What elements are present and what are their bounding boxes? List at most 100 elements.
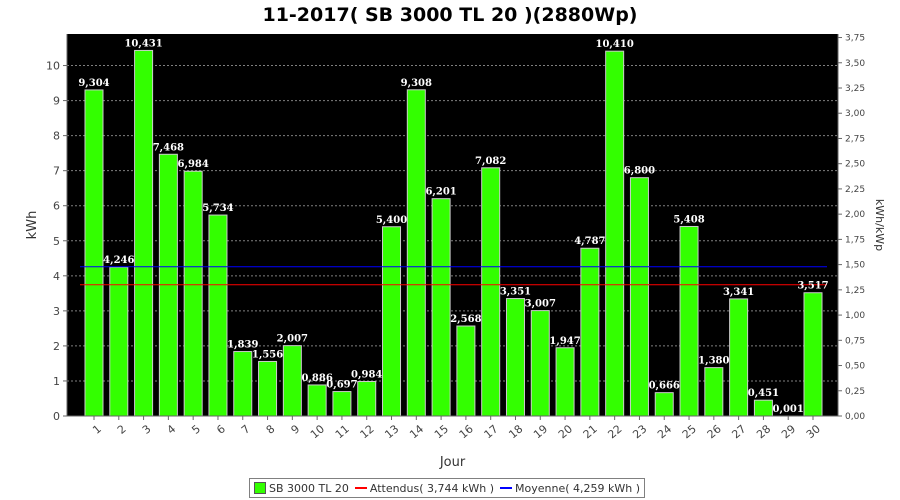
bar-day-26 <box>704 367 724 417</box>
data-label: 0,984 <box>351 370 382 381</box>
bar-day-20 <box>555 347 575 417</box>
y2-tick-label: 0,75 <box>845 336 865 346</box>
x-tick-label: 11 <box>333 422 352 441</box>
y-tick-label: 0 <box>53 410 60 423</box>
y2-tick-label: 2,50 <box>845 160 865 170</box>
bar-day-10 <box>307 384 327 417</box>
data-label: 3,007 <box>525 299 556 310</box>
data-label: 6,984 <box>178 159 209 170</box>
bar-day-15 <box>431 198 451 417</box>
data-label: 0,001 <box>773 404 804 415</box>
bars <box>84 49 823 417</box>
y2-axis-label: kWh/kWp <box>873 199 886 251</box>
bar-day-18 <box>505 298 525 417</box>
y-tick-label: 3 <box>53 305 60 318</box>
x-axis-label: Jour <box>439 455 466 470</box>
bar-day-30 <box>803 292 823 417</box>
y2-tick-label: 0,50 <box>845 362 865 372</box>
y2-tick-label: 3,50 <box>845 59 865 69</box>
y2-tick-label: 2,75 <box>845 134 865 144</box>
data-label: 3,351 <box>500 287 531 298</box>
data-label: 2,568 <box>450 314 481 325</box>
x-tick-label: 26 <box>705 422 724 441</box>
y2-tick-label: 3,25 <box>845 84 865 94</box>
legend-swatch-expected <box>354 487 367 489</box>
x-tick-label: 21 <box>581 422 600 441</box>
bar-day-1 <box>84 89 104 417</box>
data-label: 4,246 <box>103 255 134 266</box>
y-tick-label: 6 <box>53 200 60 213</box>
x-tick-label: 4 <box>165 422 179 436</box>
y-tick-label: 7 <box>53 165 60 178</box>
x-tick-label: 9 <box>289 422 303 436</box>
x-tick-label: 10 <box>308 422 327 441</box>
x-tick-label: 6 <box>214 422 228 436</box>
bar-day-25 <box>679 225 699 417</box>
bar-day-9 <box>282 345 302 417</box>
data-label: 3,341 <box>723 287 754 298</box>
data-label: 0,697 <box>326 380 357 391</box>
data-label: 1,380 <box>698 356 729 367</box>
bar-day-21 <box>580 247 600 417</box>
data-label: 7,082 <box>475 156 506 167</box>
bar-day-12 <box>357 381 377 417</box>
data-label: 2,007 <box>277 334 308 345</box>
data-label: 10,410 <box>596 39 634 50</box>
data-label: 1,947 <box>549 336 580 347</box>
y-tick-label: 9 <box>53 95 60 108</box>
data-label: 4,787 <box>574 236 605 247</box>
x-tick-label: 7 <box>239 422 253 436</box>
reference-lines <box>80 266 827 286</box>
bar-day-6 <box>208 214 228 417</box>
y2-tick-label: 1,25 <box>845 286 865 296</box>
bar-day-17 <box>481 167 501 417</box>
x-tick-label: 24 <box>655 422 674 441</box>
y2-tick-label: 0,00 <box>845 412 865 422</box>
bar-day-19 <box>530 310 550 417</box>
x-tick-label: 12 <box>358 422 377 441</box>
y-tick-label: 10 <box>46 60 60 73</box>
bar-day-22 <box>605 50 625 417</box>
x-tick-label: 29 <box>779 422 798 441</box>
x-tick-label: 5 <box>189 422 203 436</box>
legend-item-production: SB 3000 TL 20 <box>254 482 349 495</box>
legend-label-average: Moyenne( 4,259 kWh ) <box>515 481 641 495</box>
bar-day-23 <box>629 177 649 417</box>
bar-day-16 <box>456 325 476 417</box>
data-label: 5,400 <box>376 215 407 226</box>
x-tick-label: 17 <box>482 422 501 441</box>
data-labels: 9,304 4,246 10,431 7,468 6,984 5,734 1,8391,55… <box>78 38 828 415</box>
bar-day-11 <box>332 391 352 417</box>
x-tick-label: 3 <box>140 422 154 436</box>
y-tick-label: 5 <box>53 235 60 248</box>
chart-title: 11-2017( SB 3000 TL 20 )(2880Wp) <box>262 4 638 26</box>
legend-item-expected: Attendus( 3,744 kWh ) <box>354 481 495 495</box>
y2-tick-label: 2,25 <box>845 185 865 195</box>
data-label: 6,800 <box>624 166 655 177</box>
y2-tick-label: 1,75 <box>845 235 865 245</box>
data-label: 0,666 <box>649 381 680 392</box>
data-label: 9,308 <box>401 78 432 89</box>
legend-label-expected: Attendus( 3,744 kWh ) <box>369 481 495 495</box>
bar-day-13 <box>382 226 402 417</box>
bar-day-5 <box>183 170 203 417</box>
x-tick-label: 8 <box>264 422 278 436</box>
x-tick-label: 30 <box>804 422 823 441</box>
y2-tick-label: 1,50 <box>845 261 865 271</box>
bar-day-24 <box>654 392 674 417</box>
y2-tick-label: 2,00 <box>845 210 865 220</box>
bar-day-2 <box>109 266 129 417</box>
data-label: 9,304 <box>78 78 109 89</box>
y-axis-label: kWh <box>25 211 40 240</box>
x-tick-label: 1 <box>90 422 104 436</box>
y2-tick-label: 3,00 <box>845 109 865 119</box>
legend: SB 3000 TL 20 Attendus( 3,744 kWh ) Moye… <box>249 478 646 498</box>
x-tick-label: 22 <box>606 422 625 441</box>
data-label: 0,886 <box>301 373 332 384</box>
y-tick-label: 4 <box>53 270 60 283</box>
x-tick-label: 14 <box>407 422 426 441</box>
y2-tick-label: 1,00 <box>845 311 865 321</box>
x-tick-label: 15 <box>432 422 451 441</box>
x-tick-label: 2 <box>115 422 129 436</box>
